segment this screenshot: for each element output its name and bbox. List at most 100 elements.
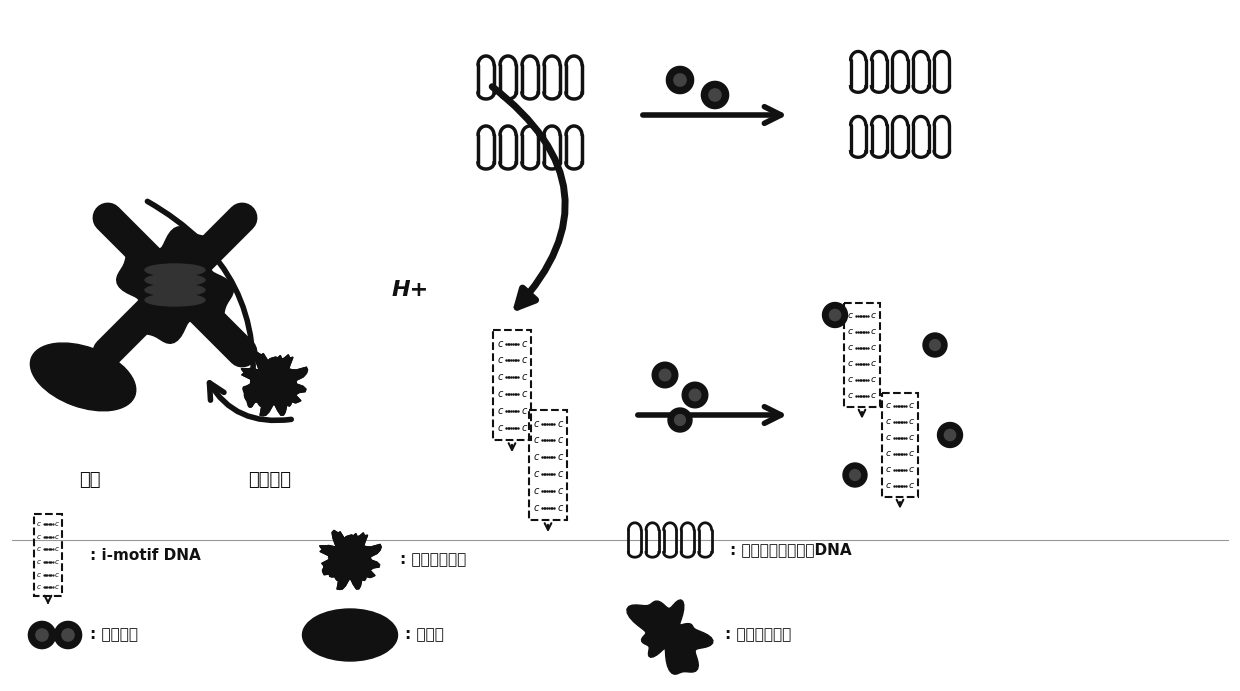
Text: c: c bbox=[533, 419, 538, 428]
Circle shape bbox=[843, 463, 867, 487]
Text: c: c bbox=[870, 311, 875, 320]
Text: c: c bbox=[848, 375, 853, 384]
Ellipse shape bbox=[303, 609, 398, 661]
Circle shape bbox=[945, 429, 956, 441]
Circle shape bbox=[702, 82, 729, 108]
Text: c: c bbox=[909, 417, 914, 426]
Circle shape bbox=[675, 415, 686, 426]
Text: c: c bbox=[497, 339, 502, 348]
Circle shape bbox=[709, 89, 722, 101]
Text: : 葡萄糖氧化酶: : 葡萄糖氧化酶 bbox=[725, 627, 791, 643]
Text: c: c bbox=[497, 355, 502, 366]
Text: c: c bbox=[533, 453, 538, 462]
Text: c: c bbox=[521, 406, 527, 416]
Text: c: c bbox=[521, 423, 527, 433]
Text: c: c bbox=[37, 533, 41, 540]
Text: c: c bbox=[55, 571, 60, 578]
Text: c: c bbox=[909, 482, 914, 491]
Bar bbox=[882, 392, 918, 498]
Text: c: c bbox=[55, 533, 60, 540]
Text: c: c bbox=[870, 343, 875, 352]
Text: 氧气: 氧气 bbox=[79, 471, 100, 489]
Circle shape bbox=[666, 66, 693, 93]
Text: c: c bbox=[55, 559, 60, 565]
Text: c: c bbox=[533, 435, 538, 446]
Circle shape bbox=[689, 389, 701, 401]
Circle shape bbox=[830, 310, 841, 321]
Text: c: c bbox=[870, 392, 875, 401]
Text: c: c bbox=[557, 453, 563, 462]
Circle shape bbox=[660, 369, 671, 381]
Text: c: c bbox=[848, 311, 853, 320]
Text: c: c bbox=[848, 359, 853, 368]
Circle shape bbox=[62, 629, 74, 641]
Text: c: c bbox=[521, 389, 527, 399]
Text: c: c bbox=[887, 449, 892, 458]
Text: : i-motif DNA: : i-motif DNA bbox=[91, 547, 201, 562]
Text: c: c bbox=[533, 469, 538, 480]
Text: c: c bbox=[37, 559, 41, 565]
Text: c: c bbox=[497, 406, 502, 416]
Text: : 亚甲基蓝: : 亚甲基蓝 bbox=[91, 627, 138, 643]
Polygon shape bbox=[627, 600, 713, 674]
Text: c: c bbox=[870, 359, 875, 368]
Circle shape bbox=[930, 339, 940, 350]
Text: c: c bbox=[887, 417, 892, 426]
Bar bbox=[529, 410, 567, 520]
Text: c: c bbox=[521, 355, 527, 366]
Circle shape bbox=[822, 303, 847, 328]
Text: c: c bbox=[521, 372, 527, 382]
Text: c: c bbox=[55, 585, 60, 590]
Text: c: c bbox=[37, 571, 41, 578]
Text: : 葡萄糖: : 葡萄糖 bbox=[405, 627, 444, 643]
Polygon shape bbox=[320, 531, 381, 589]
Text: c: c bbox=[557, 486, 563, 496]
Circle shape bbox=[55, 621, 82, 649]
Text: c: c bbox=[909, 401, 914, 410]
Text: c: c bbox=[55, 547, 60, 552]
Ellipse shape bbox=[145, 274, 205, 286]
Text: 过氧化氢: 过氧化氢 bbox=[248, 471, 291, 489]
Circle shape bbox=[682, 382, 708, 408]
Text: c: c bbox=[557, 419, 563, 428]
Polygon shape bbox=[242, 352, 308, 416]
Circle shape bbox=[849, 470, 861, 480]
Text: : 葡萄糖氧化酶: : 葡萄糖氧化酶 bbox=[401, 553, 466, 567]
Text: c: c bbox=[37, 521, 41, 527]
Text: c: c bbox=[848, 327, 853, 337]
Text: c: c bbox=[497, 423, 502, 433]
Text: c: c bbox=[887, 433, 892, 442]
Text: c: c bbox=[533, 486, 538, 496]
Bar bbox=[494, 330, 531, 440]
Circle shape bbox=[29, 621, 56, 649]
Circle shape bbox=[673, 74, 686, 86]
Text: c: c bbox=[909, 466, 914, 475]
Polygon shape bbox=[117, 227, 233, 343]
Text: c: c bbox=[557, 435, 563, 446]
Text: c: c bbox=[37, 585, 41, 590]
Text: c: c bbox=[521, 339, 527, 348]
Ellipse shape bbox=[31, 343, 135, 411]
Text: c: c bbox=[870, 375, 875, 384]
Text: c: c bbox=[37, 547, 41, 552]
Ellipse shape bbox=[145, 294, 205, 306]
Circle shape bbox=[923, 333, 947, 357]
Text: c: c bbox=[497, 372, 502, 382]
Text: c: c bbox=[497, 389, 502, 399]
Text: c: c bbox=[55, 521, 60, 527]
Circle shape bbox=[937, 422, 962, 448]
Circle shape bbox=[668, 408, 692, 432]
Text: c: c bbox=[557, 503, 563, 513]
Text: c: c bbox=[870, 327, 875, 337]
Text: c: c bbox=[887, 401, 892, 410]
Text: c: c bbox=[848, 343, 853, 352]
Ellipse shape bbox=[145, 284, 205, 296]
Text: H+: H+ bbox=[392, 280, 429, 300]
Text: c: c bbox=[887, 482, 892, 491]
Text: c: c bbox=[557, 469, 563, 480]
Circle shape bbox=[652, 362, 678, 388]
Bar bbox=[33, 513, 62, 596]
Text: c: c bbox=[909, 449, 914, 458]
Circle shape bbox=[36, 629, 48, 641]
Ellipse shape bbox=[145, 264, 205, 276]
